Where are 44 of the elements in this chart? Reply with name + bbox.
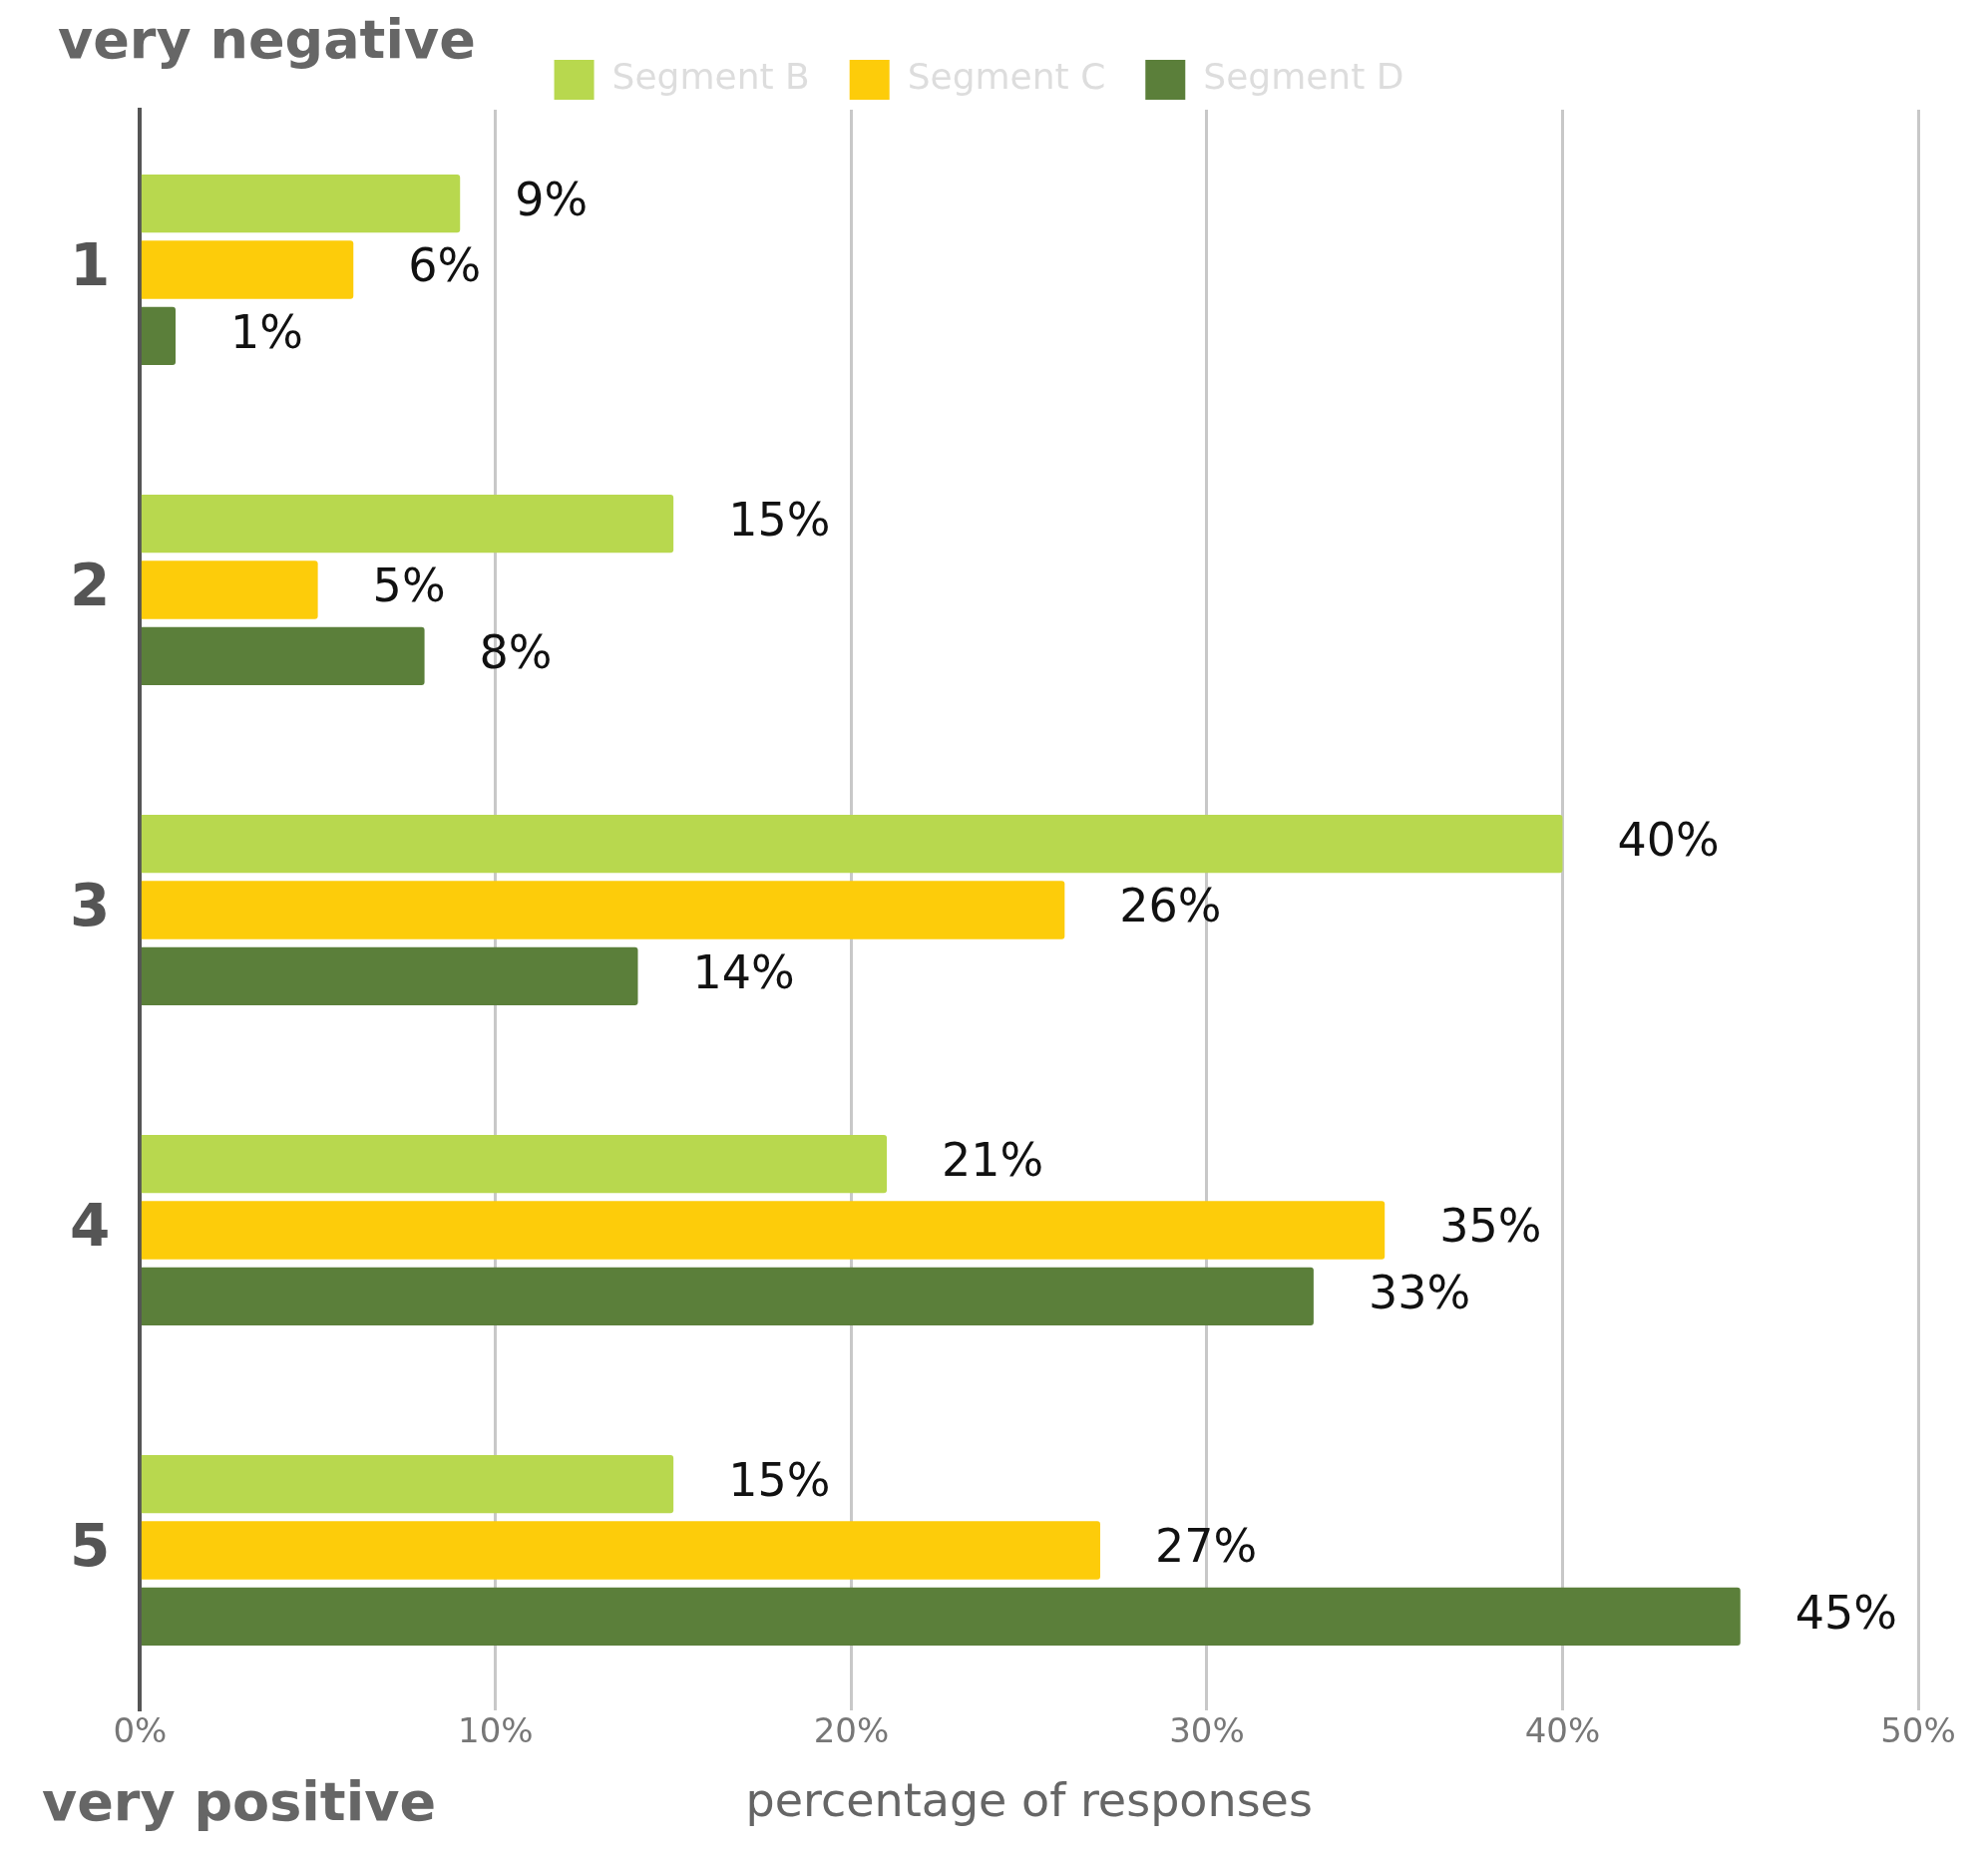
data-label: 1%: [230, 304, 303, 359]
bar: [141, 560, 318, 619]
bar: [141, 240, 354, 299]
bar: [141, 494, 674, 554]
data-label: 26%: [1119, 879, 1222, 933]
bar: [141, 946, 638, 1006]
data-label: 9%: [515, 173, 589, 227]
bar: [141, 814, 1563, 874]
x-axis-title: percentage of responses: [745, 1773, 1313, 1828]
data-label: 27%: [1154, 1519, 1258, 1574]
y-tick-label: 3: [70, 871, 111, 939]
bar: [141, 881, 1065, 939]
data-label: 35%: [1439, 1199, 1542, 1254]
bar: [141, 626, 425, 686]
y-tick-label: 2: [70, 551, 111, 619]
bar: [141, 306, 177, 366]
data-label: 15%: [728, 1453, 831, 1508]
y-tick-label: 1: [70, 230, 111, 299]
data-label: 14%: [692, 944, 795, 999]
bar: [141, 1454, 674, 1514]
data-label: 40%: [1617, 813, 1720, 868]
data-label: 8%: [479, 624, 553, 679]
data-label: 5%: [372, 558, 446, 613]
text: very positive: [42, 1770, 437, 1833]
x-tick-label: 0%: [113, 1710, 168, 1751]
y-tick-label: 4: [70, 1191, 111, 1260]
data-label: 45%: [1794, 1585, 1897, 1640]
data-label: 6%: [408, 238, 482, 293]
bar: [141, 174, 461, 233]
data-label: 15%: [728, 493, 831, 548]
x-tick-label: 20%: [813, 1710, 890, 1751]
bar: [141, 1134, 888, 1194]
bar: [141, 1201, 1386, 1260]
text: very negative: [58, 8, 476, 71]
bar: [141, 1267, 1314, 1326]
data-label: 33%: [1368, 1265, 1471, 1319]
x-tick-label: 50%: [1880, 1710, 1956, 1751]
x-tick-label: 40%: [1524, 1710, 1601, 1751]
x-tick-label: 30%: [1169, 1710, 1245, 1751]
x-tick-label: 10%: [458, 1710, 534, 1751]
bar: [141, 1521, 1100, 1580]
y-tick-label: 5: [70, 1511, 111, 1580]
bar: [141, 1587, 1741, 1647]
data-label: 21%: [942, 1133, 1044, 1188]
